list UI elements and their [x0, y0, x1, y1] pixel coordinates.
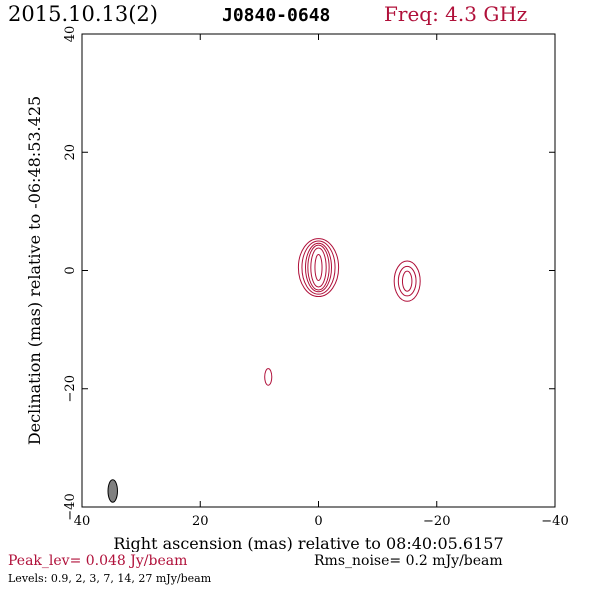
source-name: J0840-0648 [222, 5, 331, 26]
contour-levels: Levels: 0.9, 2, 3, 7, 14, 27 mJy/beam [8, 572, 212, 585]
y-tick-label: −20 [63, 375, 78, 402]
contour-components [264, 238, 421, 386]
contour-line [310, 247, 327, 288]
beam-ellipse [107, 479, 118, 503]
contour-map: 40 20 0 −20 −40 −40 −20 0 20 40 Right ascension (… [25, 26, 569, 552]
peak-level: Peak_lev= 0.048 Jy/beam [8, 553, 188, 569]
contour-line [297, 238, 340, 298]
source-component [393, 260, 421, 302]
x-tick-label: −20 [423, 514, 450, 529]
x-tick-label: 40 [74, 514, 91, 529]
x-tick-label: −40 [541, 514, 568, 529]
contour-line [304, 242, 333, 293]
y-tick-label: 0 [63, 266, 78, 274]
contour-line [264, 368, 273, 386]
x-tick-label: 20 [192, 514, 209, 529]
contour-line [307, 244, 330, 291]
contour-line [301, 240, 336, 295]
y-tick-label: 40 [63, 26, 78, 43]
y-tick-label: 20 [63, 144, 78, 161]
contour-line [401, 270, 413, 292]
beam-layer [107, 479, 118, 503]
y-tick-label: −40 [63, 493, 78, 520]
contour-line [397, 265, 417, 297]
contour-line [393, 260, 421, 302]
plot-frame [81, 33, 556, 508]
contour-line [314, 254, 323, 282]
frequency-label: Freq: 4.3 GHz [384, 2, 528, 26]
y-axis-title: Declination (mas) relative to -06:48:53.… [25, 96, 44, 445]
rms-noise: Rms_noise= 0.2 mJy/beam [314, 553, 503, 569]
x-tick-label: 0 [314, 514, 322, 529]
source-component [264, 368, 273, 386]
observation-date: 2015.10.13(2) [8, 2, 158, 26]
source-component [297, 238, 340, 298]
axis-ticks: 40 20 0 −20 −40 −40 −20 0 20 40 [63, 26, 569, 529]
x-axis-title: Right ascension (mas) relative to 08:40:… [113, 534, 503, 552]
